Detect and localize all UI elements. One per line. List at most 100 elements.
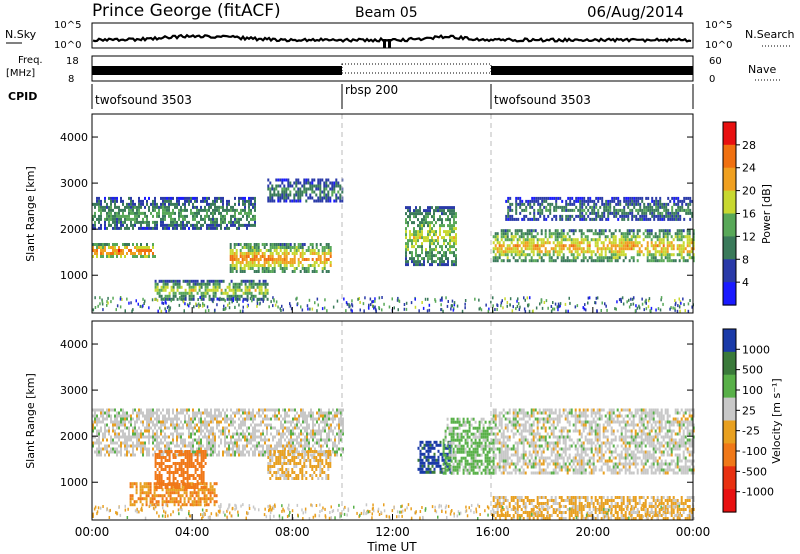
velocity-echo-cell	[208, 414, 210, 418]
power-echo-cell	[449, 224, 451, 228]
power-echo-cell	[94, 296, 96, 300]
power-echo-cell	[512, 235, 515, 239]
power-echo-cell	[255, 264, 258, 267]
power-echo-cell	[283, 258, 286, 261]
power-echo-cell	[652, 256, 655, 260]
power-echo-cell	[490, 300, 492, 304]
power-echo-cell	[271, 252, 274, 255]
power-echo-cell	[555, 205, 558, 209]
velocity-echo-cell	[167, 491, 170, 495]
power-echo-cell	[190, 285, 193, 289]
power-echo-cell	[124, 309, 126, 313]
power-echo-cell	[230, 288, 233, 292]
power-echo-cell	[424, 297, 427, 301]
power-echo-cell	[558, 247, 561, 251]
velocity-echo-cell	[214, 411, 216, 415]
power-echo-cell	[273, 261, 276, 264]
power-echo-cell	[500, 232, 503, 236]
velocity-echo-cell	[188, 426, 190, 430]
velocity-echo-cell	[160, 429, 162, 433]
power-echo-cell	[166, 297, 169, 301]
power-echo-cell	[516, 238, 519, 242]
power-echo-cell	[254, 223, 256, 227]
power-echo-cell	[419, 245, 421, 249]
power-echo-cell	[530, 247, 533, 251]
power-echo-cell	[233, 264, 236, 267]
velocity-echo-cell	[126, 453, 128, 457]
velocity-echo-cell	[168, 417, 170, 421]
power-echo-cell	[281, 243, 284, 246]
power-echo-cell	[102, 246, 104, 249]
velocity-echo-cell	[226, 414, 228, 418]
velocity-echo-cell	[338, 417, 340, 421]
power-echo-cell	[429, 227, 431, 231]
power-echo-cell	[535, 217, 538, 221]
velocity-echo-cell	[146, 435, 148, 439]
power-echo-cell	[319, 193, 322, 197]
power-echo-cell	[299, 187, 302, 191]
power-echo-cell	[611, 199, 614, 203]
power-echo-cell	[447, 263, 449, 267]
power-echo-cell	[172, 211, 174, 215]
power-echo-cell	[561, 199, 564, 203]
power-echo-cell	[650, 259, 653, 263]
velocity-echo-cell	[214, 450, 216, 454]
power-echo-cell	[598, 235, 601, 239]
power-echo-cell	[281, 190, 284, 194]
power-echo-cell	[539, 208, 542, 212]
velocity-echo-cell	[278, 453, 280, 457]
power-echo-cell	[325, 258, 328, 261]
power-echo-cell	[522, 253, 525, 257]
colorbar-segment	[723, 122, 736, 146]
velocity-echo-cell	[272, 447, 274, 451]
velocity-echo-cell	[152, 447, 154, 451]
power-echo-cell	[247, 264, 250, 267]
power-echo-cell	[674, 259, 677, 263]
power-echo-cell	[240, 196, 242, 200]
power-echo-cell	[245, 252, 248, 255]
velocity-echo-cell	[166, 447, 168, 451]
velocity-echo-cell	[175, 488, 178, 492]
power-echo-cell	[656, 235, 659, 239]
power-echo-cell	[281, 196, 284, 200]
power-echo-cell	[405, 236, 407, 240]
power-echo-cell	[453, 263, 455, 267]
velocity-echo-cell	[114, 435, 116, 439]
velocity-echo-cell	[175, 500, 178, 504]
power-echo-cell	[627, 202, 630, 206]
power-echo-cell	[148, 208, 150, 212]
power-echo-cell	[124, 208, 126, 212]
power-echo-cell	[447, 300, 449, 303]
power-echo-cell	[526, 241, 529, 245]
power-echo-cell	[594, 259, 597, 263]
power-echo-cell	[256, 285, 259, 289]
power-echo-cell	[539, 211, 542, 215]
velocity-echo-cell	[139, 482, 142, 486]
power-echo-cell	[680, 235, 683, 239]
power-echo-cell	[188, 288, 191, 292]
power-echo-cell	[242, 199, 244, 203]
power-echo-cell	[566, 232, 569, 236]
velocity-echo-cell	[146, 420, 148, 424]
power-echo-cell	[615, 208, 618, 212]
power-echo-cell	[218, 196, 220, 200]
power-echo-cell	[437, 209, 439, 213]
power-echo-cell	[236, 220, 238, 224]
velocity-echo-cell	[284, 438, 286, 442]
power-echo-cell	[165, 309, 167, 313]
power-echo-cell	[636, 259, 639, 263]
power-echo-cell	[449, 218, 451, 222]
velocity-echo-cell	[300, 444, 302, 448]
velocity-echo-cell	[154, 417, 156, 421]
power-echo-cell	[230, 214, 232, 218]
power-echo-cell	[136, 246, 138, 249]
power-echo-cell	[317, 264, 320, 267]
power-echo-cell	[623, 205, 626, 209]
velocity-echo-cell	[332, 408, 334, 412]
power-echo-cell	[234, 288, 237, 292]
velocity-echo-cell	[242, 429, 244, 433]
velocity-echo-cell	[260, 444, 262, 448]
power-echo-cell	[652, 253, 655, 257]
power-echo-cell	[553, 205, 556, 209]
power-echo-cell	[210, 202, 212, 206]
